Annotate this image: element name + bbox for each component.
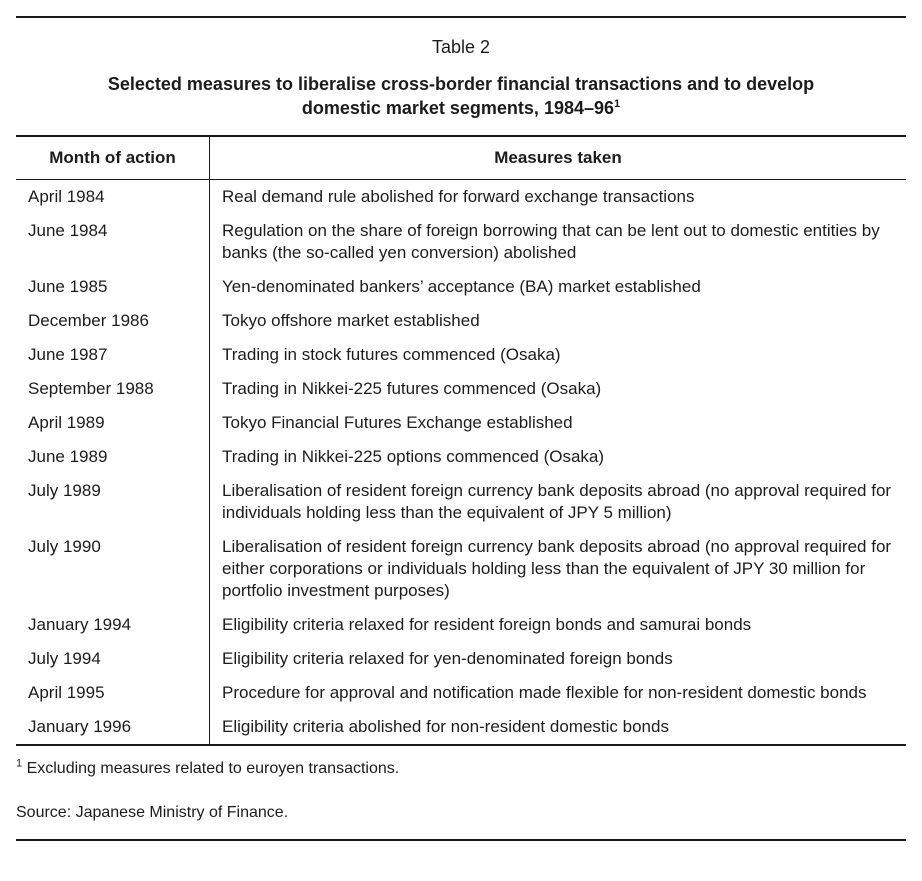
month-cell: July 1994 <box>16 642 210 676</box>
month-cell: January 1994 <box>16 608 210 642</box>
measure-cell: Trading in Nikkei-225 futures commenced … <box>222 379 602 398</box>
month-cell: January 1996 <box>16 710 210 744</box>
table-row: April 1995 Procedure for approval and no… <box>16 676 906 710</box>
table-caption: Table 2 <box>431 37 491 57</box>
measure-cell: Trading in Nikkei-225 options commenced … <box>222 447 605 466</box>
source-line: Source: Japanese Ministry of Finance. <box>16 804 289 821</box>
table-row: December 1986 Tokyo offshore market esta… <box>16 304 906 338</box>
measure-cell: Eligibility criteria abolished for non-r… <box>222 717 669 736</box>
measure-cell: Eligibility criteria relaxed for yen-den… <box>222 649 673 668</box>
table-row: June 1987 Trading in stock futures comme… <box>16 338 906 372</box>
table-row: June 1984 Regulation on the share of for… <box>16 214 906 270</box>
top-rule <box>16 16 906 18</box>
month-cell: April 1995 <box>16 676 210 710</box>
month-cell: June 1989 <box>16 440 210 474</box>
month-cell: September 1988 <box>16 372 210 406</box>
table-row: April 1984 Real demand rule abolished fo… <box>16 180 906 214</box>
column-header-month: Month of action <box>16 137 210 179</box>
measure-cell: Yen-denominated bankers’ acceptance (BA)… <box>222 277 701 296</box>
month-cell: July 1989 <box>16 474 210 530</box>
table-row: July 1990 Liberalisation of resident for… <box>16 530 906 608</box>
table-header-row: Month of action Measures taken <box>16 137 906 180</box>
table-row: July 1989 Liberalisation of resident for… <box>16 474 906 530</box>
table-row: June 1985 Yen-denominated bankers’ accep… <box>16 270 906 304</box>
measure-cell: Regulation on the share of foreign borro… <box>222 221 880 262</box>
measure-cell: Procedure for approval and notification … <box>222 683 867 702</box>
table-content: Table 2 Selected measures to liberalise … <box>16 16 906 841</box>
title-footnote-marker: 1 <box>614 98 621 110</box>
table-title: Selected measures to liberalise cross-bo… <box>16 72 906 120</box>
month-cell: July 1990 <box>16 530 210 608</box>
measure-cell: Tokyo Financial Futures Exchange establi… <box>222 413 573 432</box>
month-cell: December 1986 <box>16 304 210 338</box>
table-row: January 1994 Eligibility criteria relaxe… <box>16 608 906 642</box>
measure-cell: Liberalisation of resident foreign curre… <box>222 481 892 522</box>
table-row: July 1994 Eligibility criteria relaxed f… <box>16 642 906 676</box>
month-cell: June 1984 <box>16 214 210 270</box>
measure-cell: Trading in stock futures commenced (Osak… <box>222 345 561 364</box>
footnote-marker: 1 <box>16 757 23 770</box>
measure-cell: Tokyo offshore market established <box>222 311 480 330</box>
bottom-rule <box>16 839 906 841</box>
table-row: January 1996 Eligibility criteria abolis… <box>16 710 906 744</box>
column-header-measures: Measures taken <box>494 148 622 167</box>
month-cell: April 1989 <box>16 406 210 440</box>
footnote-text: Excluding measures related to euroyen tr… <box>22 760 400 777</box>
table-title-line1: Selected measures to liberalise cross-bo… <box>107 74 815 94</box>
table-title-line2: domestic market segments, 1984–96 <box>301 98 615 118</box>
table-row: June 1989 Trading in Nikkei-225 options … <box>16 440 906 474</box>
table-body: April 1984 Real demand rule abolished fo… <box>16 180 906 744</box>
measures-table: Month of action Measures taken April 198… <box>16 135 906 746</box>
measure-cell: Liberalisation of resident foreign curre… <box>222 537 892 600</box>
month-cell: June 1987 <box>16 338 210 372</box>
month-cell: April 1984 <box>16 180 210 214</box>
table-row: September 1988 Trading in Nikkei-225 fut… <box>16 372 906 406</box>
measure-cell: Eligibility criteria relaxed for residen… <box>222 615 752 634</box>
footnote: 1 Excluding measures related to euroyen … <box>16 757 906 779</box>
month-cell: June 1985 <box>16 270 210 304</box>
table-row: April 1989 Tokyo Financial Futures Excha… <box>16 406 906 440</box>
measure-cell: Real demand rule abolished for forward e… <box>222 187 695 206</box>
